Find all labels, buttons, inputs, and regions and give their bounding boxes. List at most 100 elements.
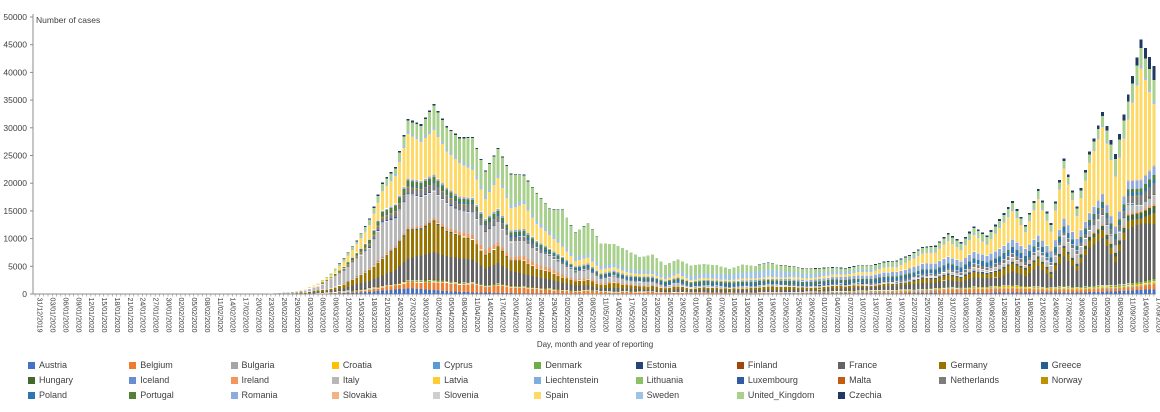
- bar-segment: [938, 268, 942, 272]
- bar: [1118, 134, 1122, 294]
- bar: [942, 237, 946, 294]
- bar: [552, 208, 556, 294]
- bar-segment: [1131, 214, 1134, 219]
- bar-segment: [1109, 247, 1113, 254]
- x-tick-label: 17/05/2020: [627, 298, 634, 333]
- bar-segment: [1148, 57, 1152, 70]
- x-tick-label: 02/02/2020: [177, 298, 184, 333]
- bar: [993, 224, 997, 294]
- bar-segment: [1109, 216, 1113, 224]
- bar-segment: [466, 212, 470, 235]
- bar-segment: [372, 229, 376, 231]
- legend-label: Slovakia: [342, 390, 377, 400]
- bar-segment: [912, 273, 916, 276]
- bar-segment: [599, 243, 603, 266]
- bar-segment: [543, 270, 547, 279]
- bar-segment: [818, 292, 822, 294]
- bar-segment: [1023, 276, 1027, 287]
- bar-segment: [376, 225, 380, 228]
- bar-segment: [882, 286, 886, 290]
- bar-segment: [788, 282, 792, 285]
- bar-segment: [1135, 282, 1139, 285]
- bar-segment: [805, 280, 809, 282]
- bar-segment: [440, 198, 444, 200]
- bar: [333, 268, 337, 294]
- bar-segment: [445, 127, 449, 149]
- bar-segment: [1045, 253, 1049, 258]
- bar-segment: [805, 282, 809, 284]
- bar-segment: [1062, 161, 1066, 167]
- bar-segment: [543, 231, 547, 246]
- bar-segment: [1105, 225, 1109, 234]
- bar-segment: [1045, 211, 1049, 214]
- bar-segment: [582, 290, 586, 294]
- bar-segment: [338, 285, 342, 290]
- bar-segment: [801, 268, 804, 274]
- bar-segment: [758, 281, 762, 284]
- bar-segment: [355, 276, 359, 277]
- bar-segment: [303, 293, 307, 294]
- bar-segment: [1109, 289, 1113, 292]
- legend-label: Ireland: [241, 375, 270, 385]
- bar-segment: [638, 292, 642, 294]
- bar-segment: [728, 280, 732, 282]
- bar: [591, 229, 594, 294]
- bar-segment: [406, 258, 410, 280]
- bar-segment: [1118, 134, 1122, 140]
- bar-segment: [912, 289, 916, 291]
- bar-segment: [719, 281, 723, 284]
- x-tick-label: 03/03/2020: [306, 298, 313, 333]
- bar-segment: [488, 192, 492, 216]
- x-tick-label: 31/07/2020: [949, 298, 956, 333]
- bar-segment: [1058, 189, 1062, 230]
- bar-segment: [985, 287, 989, 289]
- bar-segment: [963, 293, 967, 294]
- bar-segment: [419, 187, 423, 189]
- bar-segment: [1041, 287, 1044, 290]
- bar-segment: [1109, 253, 1113, 286]
- bar-segment: [1075, 290, 1079, 293]
- bar-segment: [1096, 138, 1100, 200]
- bar-segment: [895, 290, 899, 292]
- bar-segment: [1036, 258, 1040, 267]
- bar-segment: [1152, 165, 1156, 167]
- bar-segment: [1122, 211, 1126, 218]
- bar-segment: [449, 280, 453, 282]
- bar-segment: [839, 281, 843, 284]
- bar-segment: [1096, 288, 1100, 290]
- bar-segment: [981, 287, 984, 288]
- bar-segment: [955, 290, 959, 294]
- bar-segment: [1148, 199, 1152, 207]
- bar: [346, 252, 350, 294]
- bar-segment: [406, 120, 410, 132]
- bar-segment: [1023, 267, 1027, 268]
- bar-segment: [419, 188, 423, 190]
- bar-segment: [728, 293, 732, 294]
- bar: [483, 170, 487, 295]
- bar-segment: [916, 272, 920, 275]
- bar-segment: [955, 239, 959, 241]
- bar-segment: [805, 289, 809, 292]
- bar-segment: [475, 204, 479, 207]
- bar-segment: [475, 292, 479, 294]
- bar-segment: [565, 248, 569, 252]
- bar-segment: [1105, 143, 1109, 205]
- bar-segment: [415, 139, 419, 180]
- bar-segment: [1023, 268, 1027, 270]
- bar-segment: [608, 272, 612, 275]
- bar-segment: [925, 290, 929, 292]
- bar-segment: [376, 291, 380, 294]
- bar-segment: [968, 270, 972, 272]
- bar-segment: [539, 249, 543, 253]
- bar-segment: [338, 270, 342, 272]
- bar-segment: [813, 285, 817, 286]
- bar-segment: [938, 248, 942, 261]
- bar-segment: [933, 289, 937, 290]
- bar-segment: [591, 286, 594, 290]
- bar: [663, 264, 667, 294]
- bar-segment: [346, 252, 350, 255]
- legend-label: Luxembourg: [747, 375, 798, 385]
- bar-segment: [981, 261, 984, 266]
- bar-segment: [561, 243, 564, 247]
- bar-segment: [1113, 289, 1117, 292]
